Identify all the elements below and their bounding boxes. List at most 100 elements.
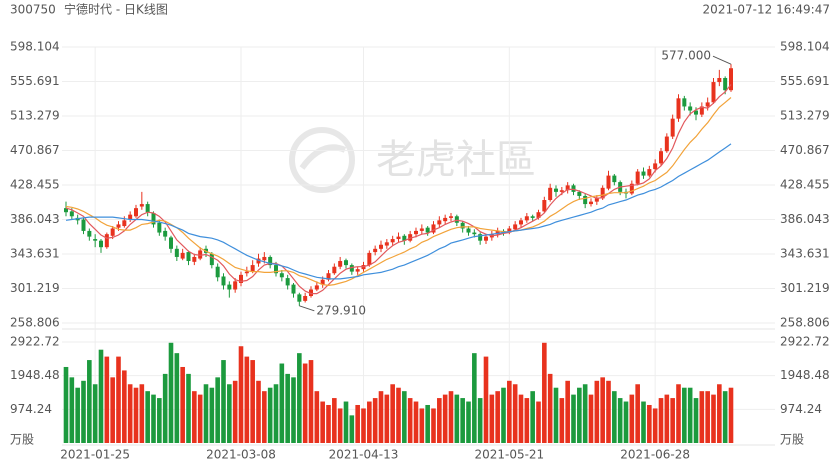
volume-bar	[209, 387, 215, 443]
candle-body	[332, 266, 337, 274]
y-tick-label-right: 428.455	[780, 178, 830, 192]
volume-unit: 万股	[10, 433, 34, 447]
volume-bar	[489, 394, 495, 443]
volume-bar	[530, 391, 535, 443]
candle-body	[320, 279, 325, 285]
candle-body	[466, 228, 471, 233]
candle-body	[262, 256, 267, 261]
candle-body	[221, 276, 226, 286]
candle-body	[122, 220, 127, 227]
volume-bar	[454, 394, 460, 443]
volume-bar	[524, 398, 530, 443]
volume-bar	[722, 391, 728, 443]
volume-bar	[472, 353, 477, 443]
volume-bar	[372, 398, 378, 443]
candle-body	[449, 216, 453, 218]
volume-bar	[355, 404, 360, 443]
candle-body	[484, 236, 488, 241]
volume-bar	[682, 387, 687, 443]
volume-bar	[157, 398, 162, 443]
volume-bar	[402, 391, 407, 443]
y-tick-label: 555.691	[10, 74, 60, 88]
volume-bar	[676, 384, 681, 443]
volume-bar	[629, 394, 635, 443]
volume-tick-label: 1948.48	[10, 368, 60, 382]
volume-bar	[582, 384, 588, 443]
y-tick-label: 513.279	[10, 109, 60, 123]
candle-body	[303, 295, 308, 301]
candle-body	[629, 183, 634, 194]
candle-body	[688, 106, 693, 111]
volume-bar	[670, 398, 675, 443]
candle-body	[314, 285, 319, 290]
candle-body	[326, 273, 331, 280]
candle-body	[198, 250, 203, 259]
candle-body	[87, 230, 92, 237]
volume-bar	[612, 391, 617, 443]
candle-body	[664, 136, 669, 152]
y-tick-label: 428.455	[10, 178, 60, 192]
candle-body	[99, 240, 103, 248]
moving-average	[65, 97, 732, 287]
candle-body	[577, 191, 582, 196]
volume-bar	[349, 415, 355, 443]
candle-body	[192, 256, 197, 262]
candle-body	[355, 269, 360, 272]
candle-body	[559, 190, 564, 192]
volume-tick-label: 974.24	[10, 402, 52, 416]
annotation-leader	[299, 305, 315, 312]
volume-bar	[215, 377, 220, 443]
volume-bar	[571, 394, 576, 443]
volume-bar	[588, 394, 594, 443]
candle-body	[139, 204, 144, 207]
watermark: 老虎社區	[376, 137, 536, 183]
volume-bar	[227, 384, 232, 443]
volume-bar	[145, 391, 150, 443]
volume-bar	[577, 387, 582, 443]
candle-body	[239, 274, 243, 283]
candle-body	[472, 232, 477, 235]
candle-body	[606, 175, 611, 189]
candle-body	[414, 230, 418, 235]
x-tick-label: 2021-03-08	[206, 448, 276, 462]
volume-bar	[378, 391, 384, 443]
y-tick-label: 343.631	[10, 246, 60, 260]
x-tick-label: 2021-05-21	[474, 448, 544, 462]
moving-average	[65, 143, 732, 280]
candle-body	[274, 265, 278, 274]
candle-body	[384, 242, 389, 246]
volume-bar	[291, 377, 296, 443]
volume-bar	[69, 377, 75, 443]
volume-bar	[180, 366, 185, 443]
volume-bar	[337, 408, 343, 443]
y-tick-label: 258.806	[10, 316, 60, 330]
volume-bar	[232, 380, 238, 443]
stock-code: 300750	[10, 3, 56, 17]
volume-bar	[390, 384, 395, 443]
candle-body	[571, 185, 576, 192]
candle-body	[612, 175, 617, 183]
y-tick-label-right: 301.219	[780, 281, 830, 295]
volume-bar	[297, 353, 302, 443]
y-tick-label-right: 555.691	[780, 74, 830, 88]
volume-bar	[407, 398, 413, 443]
volume-bar	[168, 342, 174, 443]
volume-bar	[693, 398, 699, 443]
y-tick-label: 301.219	[10, 281, 60, 295]
candle-body	[682, 98, 687, 107]
candle-body	[583, 195, 588, 205]
candle-body	[705, 102, 710, 107]
candle-body	[297, 294, 302, 302]
volume-bar	[262, 391, 267, 443]
volume-bar	[512, 384, 518, 443]
volume-unit-right: 万股	[780, 433, 804, 447]
candle-body	[425, 227, 430, 233]
candle-body	[69, 211, 74, 217]
volume-bar	[419, 408, 425, 443]
volume-bar	[92, 384, 98, 443]
volume-bar	[203, 384, 209, 443]
volume-bar	[617, 398, 623, 443]
volume-bar	[192, 391, 197, 443]
volume-bar	[466, 401, 471, 443]
volume-bar	[687, 387, 693, 443]
